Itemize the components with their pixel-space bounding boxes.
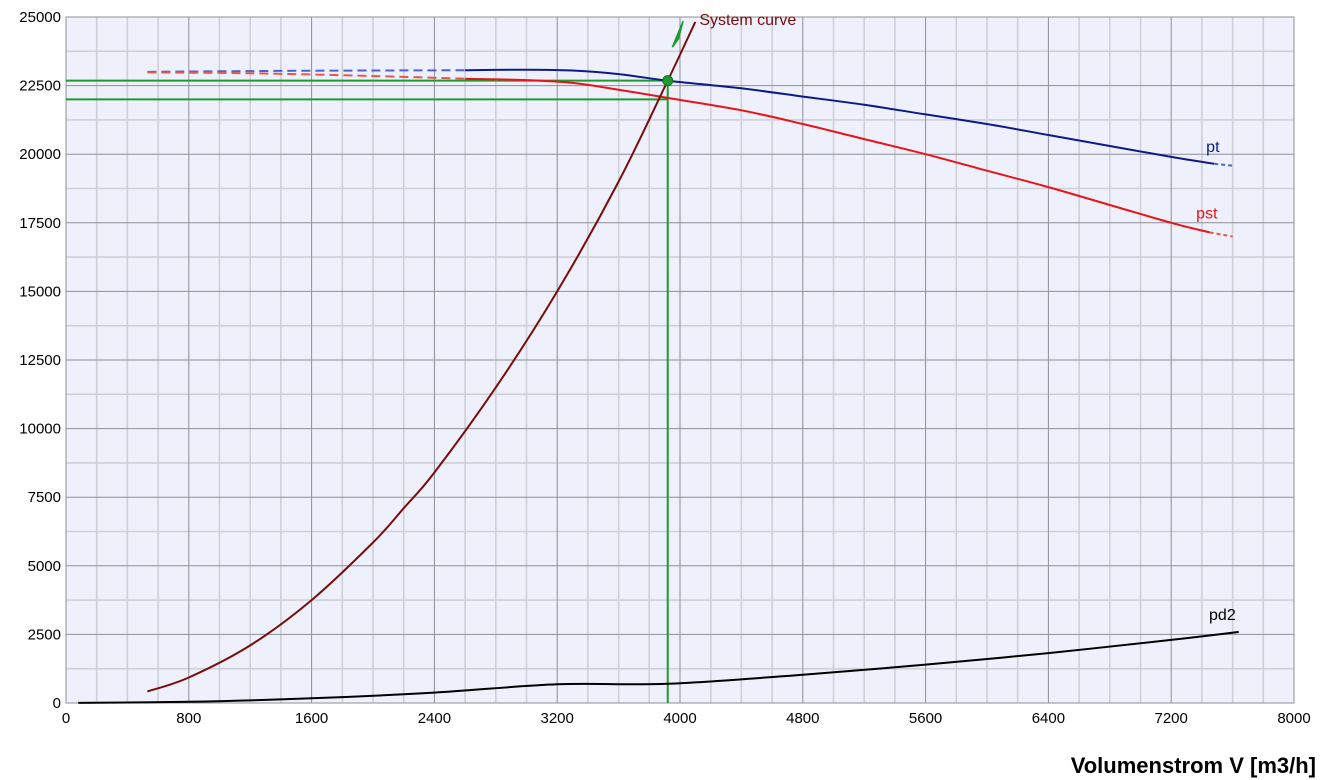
major-gridlines — [65, 16, 1295, 704]
y-tick-label: 17500 — [19, 215, 61, 232]
y-tick-label: 0 — [53, 695, 61, 712]
x-tick-label: 8000 — [1277, 710, 1310, 727]
series-layer — [78, 20, 1239, 704]
system-curve-arrow — [671, 20, 684, 48]
x-tick-label: 1600 — [295, 710, 328, 727]
reference-lines — [66, 79, 669, 703]
series-label-pd2: pd2 — [1209, 607, 1236, 624]
x-axis-label: Volumenstrom V [m3/h] — [1071, 753, 1316, 778]
y-tick-label: 10000 — [19, 421, 61, 438]
x-tick-label: 3200 — [541, 710, 574, 727]
x-axis-tick-labels: 0 800 1600 2400 3200 4000 4800 5600 6400 7200 8000 — [62, 710, 1311, 727]
x-tick-label: 2400 — [418, 710, 451, 727]
x-tick-label: 4800 — [786, 710, 819, 727]
x-tick-label: 0 — [62, 710, 70, 727]
series-pst-line — [465, 77, 1210, 234]
series-pt-line — [465, 68, 1215, 165]
series-pt-dashed-end — [1214, 162, 1233, 167]
x-tick-label: 800 — [176, 710, 201, 727]
series-pd2-line — [78, 630, 1239, 704]
series-label-pst: pst — [1196, 205, 1218, 222]
y-tick-label: 2500 — [28, 626, 61, 643]
y-tick-label: 15000 — [19, 283, 61, 300]
y-tick-label: 7500 — [28, 489, 61, 506]
y-tick-label: 22500 — [19, 78, 61, 95]
operating-point — [662, 75, 674, 87]
series-pst-dashed-start — [147, 71, 466, 80]
y-tick-label: 5000 — [28, 558, 61, 575]
series-pst-dashed-end — [1209, 231, 1233, 238]
y-tick-label: 20000 — [19, 146, 61, 163]
y-tick-label: 12500 — [19, 352, 61, 369]
series-label-system-curve: System curve — [699, 12, 796, 29]
series-labels: pt pst pd2 System curve — [699, 12, 1235, 624]
y-tick-label: 25000 — [19, 9, 61, 26]
y-axis-tick-labels: 0 2500 5000 7500 10000 12500 15000 17500 20000 22… — [19, 9, 61, 712]
series-label-pt: pt — [1206, 139, 1220, 156]
x-tick-label: 5600 — [909, 710, 942, 727]
x-tick-label: 7200 — [1155, 710, 1188, 727]
x-tick-label: 6400 — [1032, 710, 1065, 727]
series-pt-dashed-start — [147, 69, 466, 73]
series-system-curve-line — [147, 21, 697, 693]
x-tick-label: 4000 — [663, 710, 696, 727]
